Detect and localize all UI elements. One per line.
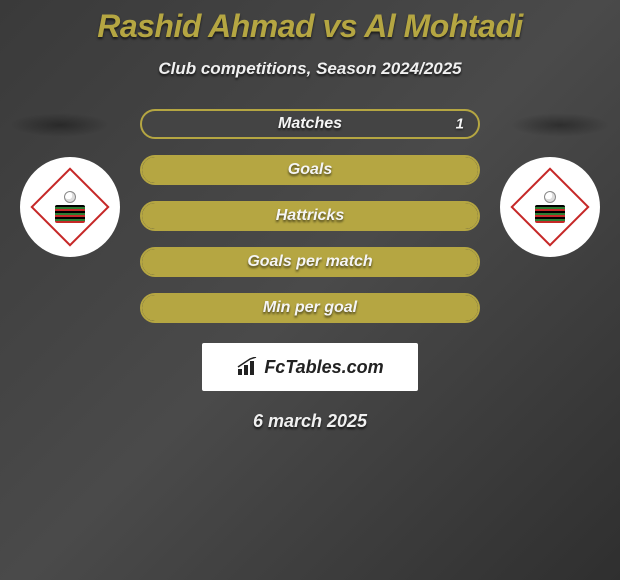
fctables-logo-text: FcTables.com	[264, 357, 383, 378]
right-team-badge	[500, 157, 600, 257]
date-label: 6 march 2025	[0, 411, 620, 432]
team-crest-icon	[30, 167, 109, 246]
subtitle: Club competitions, Season 2024/2025	[0, 59, 620, 79]
left-team-badge	[20, 157, 120, 257]
stat-row-goals-per-match: Goals per match	[140, 247, 480, 277]
stat-label: Goals per match	[247, 253, 372, 271]
stat-pills: Matches 1 Goals Hattricks Goals per matc…	[140, 109, 480, 323]
right-player-shadow	[510, 113, 610, 137]
stat-row-goals: Goals	[140, 155, 480, 185]
comparison-area: Matches 1 Goals Hattricks Goals per matc…	[0, 109, 620, 432]
stat-row-min-per-goal: Min per goal	[140, 293, 480, 323]
left-player-shadow	[10, 113, 110, 137]
team-crest-icon	[510, 167, 589, 246]
stat-row-matches: Matches 1	[140, 109, 480, 139]
bar-chart-icon	[236, 357, 260, 377]
page-title: Rashid Ahmad vs Al Mohtadi	[0, 0, 620, 45]
stat-label: Goals	[288, 161, 332, 179]
stat-value-right: 1	[456, 116, 464, 133]
stat-label: Hattricks	[276, 207, 344, 225]
fctables-logo-box: FcTables.com	[202, 343, 418, 391]
stat-label: Min per goal	[263, 299, 357, 317]
stat-row-hattricks: Hattricks	[140, 201, 480, 231]
stat-label: Matches	[278, 115, 342, 133]
